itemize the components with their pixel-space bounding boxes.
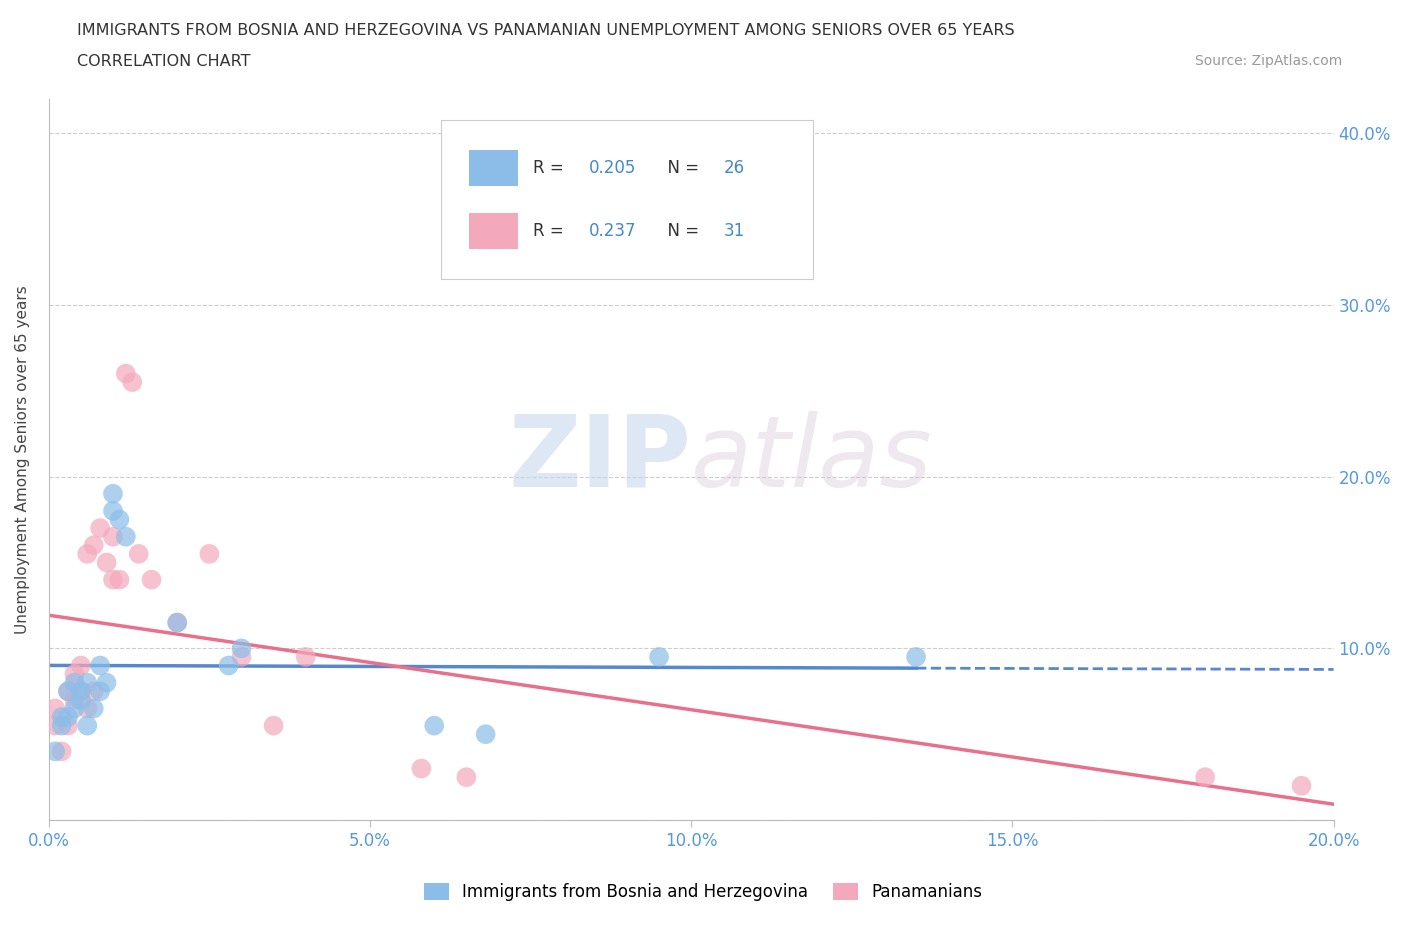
Point bbox=[56, 684, 79, 698]
Text: 31: 31 bbox=[723, 222, 745, 241]
Point bbox=[474, 726, 496, 741]
Point bbox=[1291, 778, 1313, 793]
FancyBboxPatch shape bbox=[470, 213, 517, 249]
Text: 26: 26 bbox=[723, 159, 744, 177]
Point bbox=[89, 521, 111, 536]
Point bbox=[115, 366, 138, 381]
Text: ZIP: ZIP bbox=[509, 411, 692, 508]
Point bbox=[56, 710, 79, 724]
Point bbox=[51, 710, 73, 724]
Point bbox=[101, 503, 124, 518]
Point bbox=[70, 693, 93, 708]
Point bbox=[231, 641, 253, 656]
Point bbox=[83, 701, 105, 716]
Text: atlas: atlas bbox=[692, 411, 932, 508]
Text: CORRELATION CHART: CORRELATION CHART bbox=[77, 54, 250, 69]
Text: R =: R = bbox=[533, 159, 569, 177]
Point bbox=[70, 684, 93, 698]
FancyBboxPatch shape bbox=[440, 120, 813, 279]
Point bbox=[63, 675, 86, 690]
Point bbox=[51, 718, 73, 733]
Point bbox=[108, 512, 131, 527]
Point bbox=[108, 572, 131, 587]
Text: Source: ZipAtlas.com: Source: ZipAtlas.com bbox=[1195, 54, 1343, 68]
Point bbox=[56, 684, 79, 698]
Point bbox=[44, 701, 66, 716]
Point bbox=[166, 615, 188, 630]
Point bbox=[101, 572, 124, 587]
Point bbox=[89, 658, 111, 673]
Point bbox=[905, 649, 928, 664]
Point bbox=[70, 684, 93, 698]
Point bbox=[51, 744, 73, 759]
Point bbox=[101, 529, 124, 544]
Point bbox=[83, 538, 105, 552]
Text: 0.205: 0.205 bbox=[588, 159, 636, 177]
FancyBboxPatch shape bbox=[470, 150, 517, 186]
Point bbox=[44, 744, 66, 759]
Point bbox=[63, 701, 86, 716]
Text: R =: R = bbox=[533, 222, 569, 241]
Point bbox=[63, 667, 86, 682]
Y-axis label: Unemployment Among Seniors over 65 years: Unemployment Among Seniors over 65 years bbox=[15, 285, 30, 633]
Point bbox=[44, 718, 66, 733]
Point bbox=[198, 547, 221, 562]
Point bbox=[56, 718, 79, 733]
Point bbox=[83, 684, 105, 698]
Point bbox=[1194, 770, 1216, 785]
Point bbox=[63, 693, 86, 708]
Point bbox=[101, 486, 124, 501]
Point bbox=[70, 658, 93, 673]
Text: IMMIGRANTS FROM BOSNIA AND HERZEGOVINA VS PANAMANIAN UNEMPLOYMENT AMONG SENIORS : IMMIGRANTS FROM BOSNIA AND HERZEGOVINA V… bbox=[77, 23, 1015, 38]
Point bbox=[76, 675, 98, 690]
Point bbox=[231, 649, 253, 664]
Point bbox=[218, 658, 240, 673]
Text: 0.237: 0.237 bbox=[588, 222, 636, 241]
Point bbox=[76, 718, 98, 733]
Legend: Immigrants from Bosnia and Herzegovina, Panamanians: Immigrants from Bosnia and Herzegovina, … bbox=[418, 876, 988, 908]
Point bbox=[121, 375, 143, 390]
Text: N =: N = bbox=[657, 159, 704, 177]
Point bbox=[89, 684, 111, 698]
Text: N =: N = bbox=[657, 222, 704, 241]
Point bbox=[166, 615, 188, 630]
Point bbox=[128, 547, 150, 562]
Point bbox=[141, 572, 163, 587]
Point bbox=[96, 675, 118, 690]
Point bbox=[456, 770, 478, 785]
Point bbox=[263, 718, 285, 733]
Point bbox=[96, 555, 118, 570]
Point bbox=[76, 547, 98, 562]
Point bbox=[294, 649, 316, 664]
Point bbox=[411, 761, 433, 776]
Point bbox=[648, 649, 671, 664]
Point bbox=[115, 529, 138, 544]
Point bbox=[76, 701, 98, 716]
Point bbox=[423, 718, 446, 733]
